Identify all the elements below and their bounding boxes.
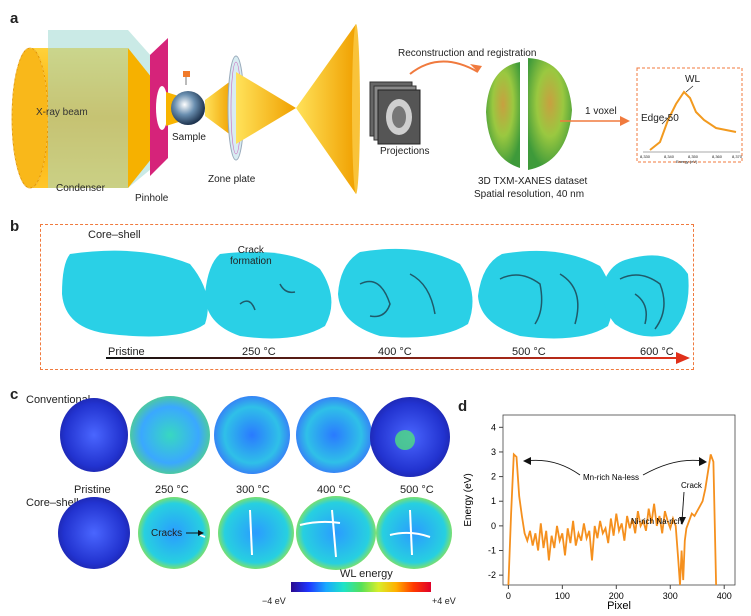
c-temp-400: 400 °C bbox=[317, 484, 351, 496]
inset-ticks: 8,330 8,340 8,350 8,360 8,370 bbox=[640, 154, 743, 160]
x-tick-label: 300 bbox=[663, 591, 678, 601]
annotation-arrow-right bbox=[642, 459, 704, 476]
particle-images bbox=[62, 248, 690, 364]
cracks-arrow bbox=[186, 530, 204, 536]
y-tick-label: -1 bbox=[488, 546, 496, 556]
projections-label: Projections bbox=[380, 146, 430, 157]
colorbar-min: −4 eV bbox=[262, 596, 286, 606]
c-temp-500: 500 °C bbox=[400, 484, 434, 496]
panel-c-label: c bbox=[10, 386, 19, 403]
b-temp-pristine: Pristine bbox=[108, 346, 145, 358]
c-core-shell-label: Core–shell bbox=[26, 497, 79, 509]
inset-tick: 8,360 bbox=[712, 154, 723, 159]
sample-label: Sample bbox=[172, 132, 206, 143]
inset-tick: 8,330 bbox=[640, 154, 651, 159]
energy-profile-chart: 0 100 200 300 400 -2 -1 0 1 2 3 4 Energy (eV) Pixel… bbox=[463, 414, 736, 612]
voxel-label: 1 voxel bbox=[585, 106, 617, 117]
y-tick-label: 4 bbox=[491, 422, 496, 432]
x-tick-label: 100 bbox=[555, 591, 570, 601]
c-temp-pristine: Pristine bbox=[74, 484, 111, 496]
y-tick-label: 0 bbox=[491, 521, 496, 531]
x-tick-label: 200 bbox=[609, 591, 624, 601]
arrow-head bbox=[523, 457, 531, 465]
zone-plate-label: Zone plate bbox=[208, 174, 256, 185]
inset-tick: 8,370 bbox=[732, 154, 743, 159]
annotation-arrow-crack bbox=[681, 491, 685, 522]
b-temp-400: 400 °C bbox=[378, 346, 412, 358]
c-temp-300: 300 °C bbox=[236, 484, 270, 496]
y-tick-label: -2 bbox=[488, 570, 496, 580]
annotation-mn-rich: Mn-rich Na-less bbox=[583, 473, 639, 482]
plot-frame bbox=[502, 414, 736, 586]
conventional-label: Conventional bbox=[26, 394, 91, 406]
x-axis-label: Pixel bbox=[607, 600, 631, 612]
panel-d-label: d bbox=[458, 398, 468, 415]
crack-line2: formation bbox=[230, 256, 272, 267]
arrow-head bbox=[679, 517, 686, 525]
inset-wl-label: WL bbox=[685, 74, 700, 85]
crack-line1: Crack bbox=[237, 245, 264, 256]
projections-stack bbox=[369, 81, 421, 145]
dataset-label: 3D TXM-XANES dataset bbox=[478, 176, 588, 187]
colorbar bbox=[291, 582, 431, 592]
panel-a-label: a bbox=[10, 10, 19, 27]
b-temp-500: 500 °C bbox=[512, 346, 546, 358]
xray-beam-label: X-ray beam bbox=[36, 107, 88, 118]
colorbar-title: WL energy bbox=[340, 568, 393, 580]
crack-formation-label: Crack formation bbox=[230, 245, 272, 267]
annotation-crack: Crack bbox=[681, 481, 703, 490]
inset-tick: 8,350 bbox=[688, 154, 699, 159]
energy-series-line bbox=[507, 452, 717, 586]
inset-edge-label: Edge-50 bbox=[641, 113, 679, 124]
inset-xlabel: Energy (eV) bbox=[676, 159, 698, 164]
x-tick-label: 400 bbox=[717, 591, 732, 601]
resolution-label: Spatial resolution, 40 nm bbox=[474, 189, 585, 200]
pinhole-aperture bbox=[156, 86, 168, 130]
core-shell-title: Core–shell bbox=[88, 229, 141, 241]
b-temp-250: 250 °C bbox=[242, 346, 276, 358]
panel-b-label: b bbox=[10, 218, 20, 235]
x-tick-label: 0 bbox=[506, 591, 511, 601]
reconstruction-label: Reconstruction and registration bbox=[398, 48, 537, 59]
b-temp-600: 600 °C bbox=[640, 346, 674, 358]
annotation-arrow-left bbox=[524, 459, 581, 476]
annotation-ni-rich: Ni-rich Na-rich bbox=[631, 517, 682, 526]
y-tick-label: 2 bbox=[491, 472, 496, 482]
y-axis-label: Energy (eV) bbox=[463, 473, 474, 526]
pinhole-label: Pinhole bbox=[135, 193, 169, 204]
cracks-label: Cracks bbox=[151, 528, 183, 539]
sample-sphere bbox=[171, 91, 205, 125]
inset-tick: 8,340 bbox=[664, 154, 675, 159]
colorbar-max: +4 eV bbox=[432, 596, 456, 606]
c-temp-250: 250 °C bbox=[155, 484, 189, 496]
arrow-head bbox=[699, 457, 707, 466]
condenser-label: Condenser bbox=[56, 183, 105, 194]
panel-b-frame bbox=[40, 224, 694, 370]
y-tick-label: 1 bbox=[491, 496, 496, 506]
wl-energy-maps bbox=[58, 396, 452, 570]
beamline-illustration bbox=[11, 24, 743, 194]
y-tick-label: 3 bbox=[491, 447, 496, 457]
